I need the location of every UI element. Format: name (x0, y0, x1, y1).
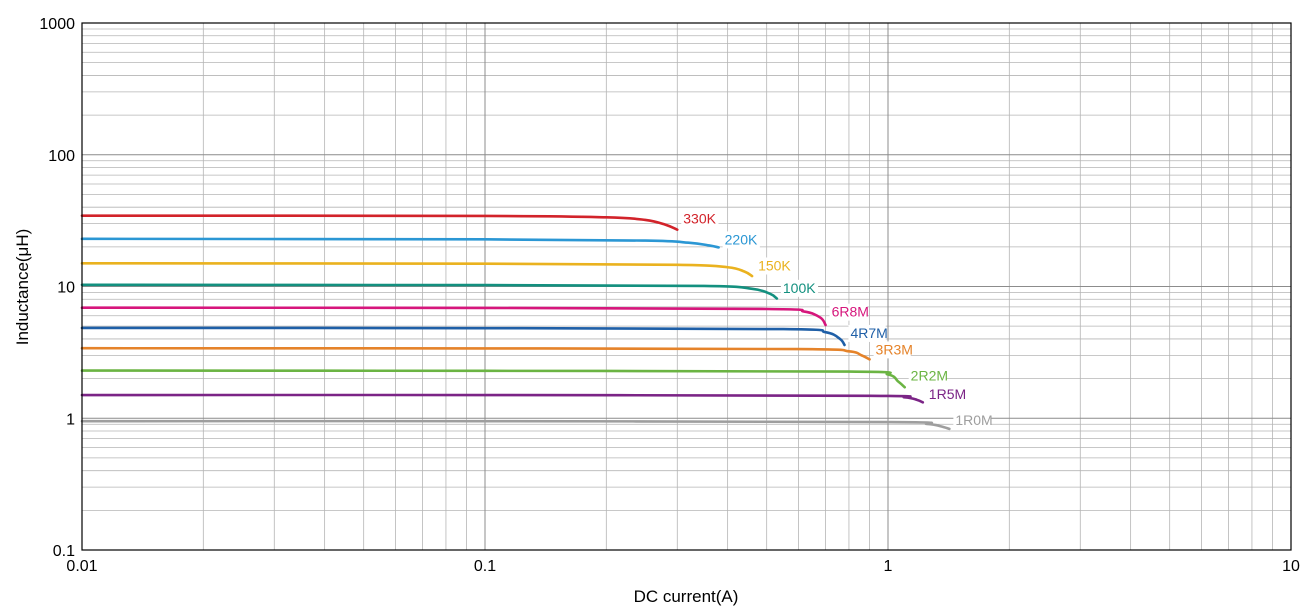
y-tick-label: 0.1 (53, 543, 75, 560)
series-label-3r3m: 3R3M (876, 341, 913, 357)
x-tick-label: 10 (1282, 558, 1300, 575)
series-line-2r2m (80, 369, 906, 389)
series-label-4r7m: 4R7M (851, 325, 888, 341)
series-line-3r3m (80, 346, 871, 361)
series-line-1r0m (80, 419, 951, 431)
series-label-2r2m: 2R2M (911, 368, 948, 384)
y-tick-label: 1000 (39, 16, 75, 33)
series-label-1r0m: 1R0M (955, 412, 992, 428)
series-label-bg-100k (780, 279, 819, 297)
series-label-bg-150k (756, 257, 794, 275)
y-tick-label: 1 (66, 411, 75, 428)
series-line-1r5m (80, 393, 925, 404)
series-label-bg-6r8m (829, 303, 867, 321)
series-label-bg-330k (681, 210, 719, 228)
series-label-1r5m: 1R5M (929, 386, 966, 402)
series-label-bg-1r5m (926, 385, 965, 403)
series-label-bg-1r0m (953, 412, 991, 430)
series-label-6r8m: 6R8M (832, 304, 869, 320)
series-label-220k: 220K (725, 231, 758, 247)
x-tick-labels: 0.01 0.1 1 10 (66, 558, 1300, 575)
series-label-150k: 150K (758, 257, 791, 273)
series-label-bg-2r2m (908, 367, 946, 385)
series-label-bg-4r7m (848, 324, 886, 342)
series-line-4r7m (80, 326, 846, 347)
series-label-bg-3r3m (873, 341, 911, 359)
y-axis-title: Inductance(μH) (13, 229, 32, 346)
series-line-100k (80, 283, 779, 300)
series-line-6r8m (80, 306, 827, 327)
y-tick-labels: 0.1 1 10 100 1000 (39, 16, 75, 560)
series-layer (80, 214, 951, 431)
y-tick-label: 100 (48, 148, 75, 165)
x-tick-label: 1 (884, 558, 893, 575)
series-label-bg-220k (722, 231, 760, 249)
series-line-330k (80, 214, 679, 231)
series-line-150k (80, 262, 754, 278)
series-line-220k (80, 237, 720, 249)
series-label-330k: 330K (683, 211, 716, 227)
x-tick-label: 0.01 (66, 558, 97, 575)
x-tick-label: 0.1 (474, 558, 496, 575)
y-tick-label: 10 (57, 280, 75, 297)
x-axis-title: DC current(A) (634, 587, 739, 606)
series-label-100k: 100K (783, 280, 816, 296)
plot-frame (81, 22, 1292, 551)
